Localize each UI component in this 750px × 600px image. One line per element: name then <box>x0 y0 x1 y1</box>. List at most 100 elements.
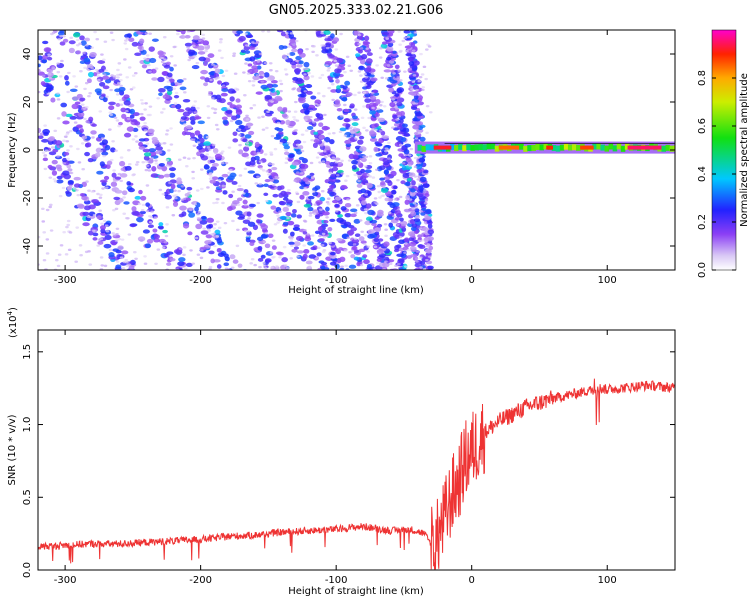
spectrogram-haze <box>245 142 250 145</box>
steady-line-cell <box>596 143 601 150</box>
spectrogram-cell <box>361 54 368 60</box>
spectrogram-haze <box>235 88 240 91</box>
spectrogram-haze <box>213 223 217 226</box>
spectrogram-cell <box>77 204 85 209</box>
spectrogram-haze <box>57 253 62 256</box>
spectrogram-haze <box>237 184 242 188</box>
spectrogram-cell <box>294 68 302 74</box>
spectrogram-cell <box>318 122 324 127</box>
spectrogram-haze <box>135 160 140 164</box>
spectrogram-haze <box>131 138 136 141</box>
spectrogram-haze <box>206 228 211 231</box>
spectrogram-cell <box>124 33 132 39</box>
spectrogram-cell <box>348 264 357 269</box>
steady-line-cell <box>523 145 528 152</box>
spectrogram-haze <box>401 162 406 165</box>
spectrogram-haze <box>221 184 226 188</box>
spectrogram-cell <box>396 102 403 107</box>
spectrogram-cell <box>404 143 412 148</box>
spectrogram-cell <box>232 131 238 136</box>
spectrogram-cell <box>235 108 242 113</box>
spectrogram-cell <box>104 144 111 151</box>
spectrogram-haze <box>134 257 138 260</box>
spectrogram-cell <box>184 34 191 39</box>
spectrogram-haze <box>221 201 225 205</box>
spectrogram-cell <box>199 153 205 158</box>
spectrogram-cell <box>158 92 163 97</box>
spectrogram-cell <box>137 45 143 50</box>
spectrogram-haze <box>173 102 178 105</box>
spectrogram-cell <box>215 94 222 100</box>
snr-scale-base: (x10 <box>8 315 19 338</box>
spectrogram-haze <box>66 90 70 94</box>
spectrogram-cell <box>88 116 94 122</box>
spectrogram-cell <box>270 172 278 177</box>
spectrogram-cell <box>218 98 226 104</box>
spectrogram-cell <box>249 241 255 247</box>
spectrogram-haze <box>145 184 150 187</box>
spectrogram-cell <box>392 114 399 119</box>
spectrogram-haze <box>287 110 292 113</box>
spectrogram-haze <box>353 108 358 111</box>
spectrogram-haze <box>344 264 348 268</box>
spectrogram-cell <box>227 206 233 212</box>
spectrogram-cell <box>320 265 326 270</box>
spectrogram-haze <box>199 187 204 191</box>
spectrogram-haze <box>213 151 218 155</box>
spectrogram-haze <box>420 239 425 242</box>
spectrogram-haze <box>411 207 415 210</box>
spectrogram-haze <box>141 203 146 207</box>
spectrogram-haze <box>412 102 416 105</box>
spectrogram-cell <box>121 113 127 119</box>
spectrogram-haze <box>378 196 382 199</box>
spectrogram-haze <box>76 193 81 197</box>
spectrogram-cell <box>147 158 154 164</box>
spectrogram-cell <box>126 181 132 186</box>
spectrogram-haze <box>161 192 166 196</box>
spectrogram-cell <box>169 172 176 178</box>
spectrogram-cell <box>118 86 126 92</box>
spectrogram-haze <box>223 221 228 225</box>
spectrogram-cell <box>232 138 239 143</box>
spectrogram-haze <box>303 90 308 93</box>
spectrogram-cell <box>91 199 99 204</box>
colorbar-ticks: 0.00.20.40.60.8 <box>697 70 736 278</box>
spectrogram-haze <box>285 32 289 35</box>
spectrogram-haze <box>328 241 332 245</box>
spectrogram-cell <box>292 77 299 81</box>
spectrogram-cell <box>47 164 53 169</box>
spectrogram-haze <box>191 104 196 108</box>
spectrogram-cell <box>381 41 388 45</box>
spectrogram-haze <box>139 112 144 116</box>
spectrogram-haze <box>347 64 352 68</box>
spectrogram-cell <box>354 41 360 47</box>
spectrogram-haze <box>119 179 124 183</box>
spectrogram-haze <box>349 69 354 72</box>
spectrogram-cell <box>292 226 301 231</box>
spectrogram-haze <box>315 54 319 57</box>
spectrogram-haze <box>292 87 297 90</box>
spectrogram-cell <box>139 116 146 121</box>
spectrogram-haze <box>269 153 274 156</box>
spectrogram-haze <box>119 103 124 106</box>
spectrogram-haze <box>375 202 379 206</box>
spectrogram-cell <box>216 247 222 253</box>
spectrogram-cell <box>146 238 154 244</box>
spectrogram-cell <box>358 65 365 71</box>
spectrogram-cell <box>389 268 395 270</box>
spectrogram-haze <box>266 78 271 81</box>
spectrogram-cell <box>264 243 271 249</box>
spectrogram-haze <box>406 248 411 252</box>
spectrogram-haze <box>67 248 72 252</box>
spectrogram-cell <box>128 37 135 42</box>
colorbar-tick-label: 0.4 <box>697 166 708 182</box>
spectrogram-cell <box>151 166 157 172</box>
spectrogram-haze <box>59 35 63 38</box>
spectrogram-cell <box>365 203 372 209</box>
spectrogram-haze <box>79 70 83 73</box>
spectrogram-cell <box>185 125 193 130</box>
spectrogram-cell <box>180 116 188 120</box>
spectrogram-haze <box>115 189 120 192</box>
spectrogram-haze <box>387 157 391 160</box>
spectrogram-haze <box>268 99 273 102</box>
